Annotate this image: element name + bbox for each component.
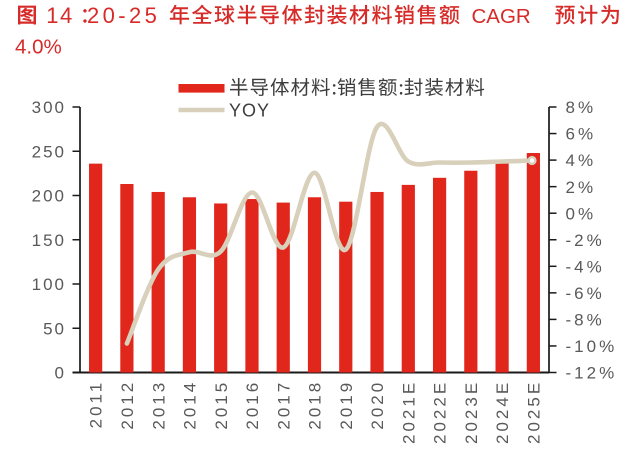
svg-text:50: 50 bbox=[43, 319, 66, 338]
svg-text:YOY: YOY bbox=[229, 101, 270, 121]
svg-text:-6%: -6% bbox=[566, 284, 605, 303]
svg-text:2%: 2% bbox=[566, 178, 597, 197]
svg-text:-2%: -2% bbox=[566, 231, 605, 250]
svg-text:2014: 2014 bbox=[181, 380, 200, 430]
svg-text:2022E: 2022E bbox=[431, 380, 450, 444]
svg-text:2016: 2016 bbox=[243, 380, 262, 430]
svg-text:2019: 2019 bbox=[337, 380, 356, 430]
svg-text:150: 150 bbox=[32, 231, 66, 250]
svg-text:0%: 0% bbox=[566, 204, 597, 223]
svg-text:4%: 4% bbox=[566, 151, 597, 170]
svg-text:-12%: -12% bbox=[566, 364, 618, 383]
svg-text:2013: 2013 bbox=[149, 380, 168, 430]
svg-text:4.0%: 4.0% bbox=[15, 36, 62, 59]
svg-text:100: 100 bbox=[32, 275, 66, 294]
svg-text:2015: 2015 bbox=[212, 380, 231, 430]
svg-text:2023E: 2023E bbox=[462, 380, 481, 444]
svg-text:CAGR: CAGR bbox=[472, 5, 531, 28]
svg-text:2017: 2017 bbox=[274, 380, 293, 430]
svg-text:14: 14 bbox=[46, 3, 73, 28]
svg-text:2020: 2020 bbox=[368, 380, 387, 430]
svg-text:2011: 2011 bbox=[87, 380, 106, 429]
svg-text:2018: 2018 bbox=[306, 380, 325, 430]
svg-text:300: 300 bbox=[32, 98, 66, 117]
svg-text:250: 250 bbox=[32, 142, 66, 161]
svg-text:8%: 8% bbox=[566, 98, 597, 117]
svg-text:2024E: 2024E bbox=[493, 380, 512, 444]
svg-text:-4%: -4% bbox=[566, 257, 605, 276]
svg-text:20-25: 20-25 bbox=[87, 3, 160, 28]
svg-text:2012: 2012 bbox=[118, 380, 137, 430]
svg-text:0: 0 bbox=[55, 364, 66, 383]
svg-text:6%: 6% bbox=[566, 125, 597, 144]
svg-text:-10%: -10% bbox=[566, 337, 618, 356]
svg-text:200: 200 bbox=[32, 187, 66, 206]
svg-text:2025E: 2025E bbox=[525, 380, 544, 444]
svg-text:2021E: 2021E bbox=[399, 380, 418, 444]
svg-text:-8%: -8% bbox=[566, 311, 605, 330]
